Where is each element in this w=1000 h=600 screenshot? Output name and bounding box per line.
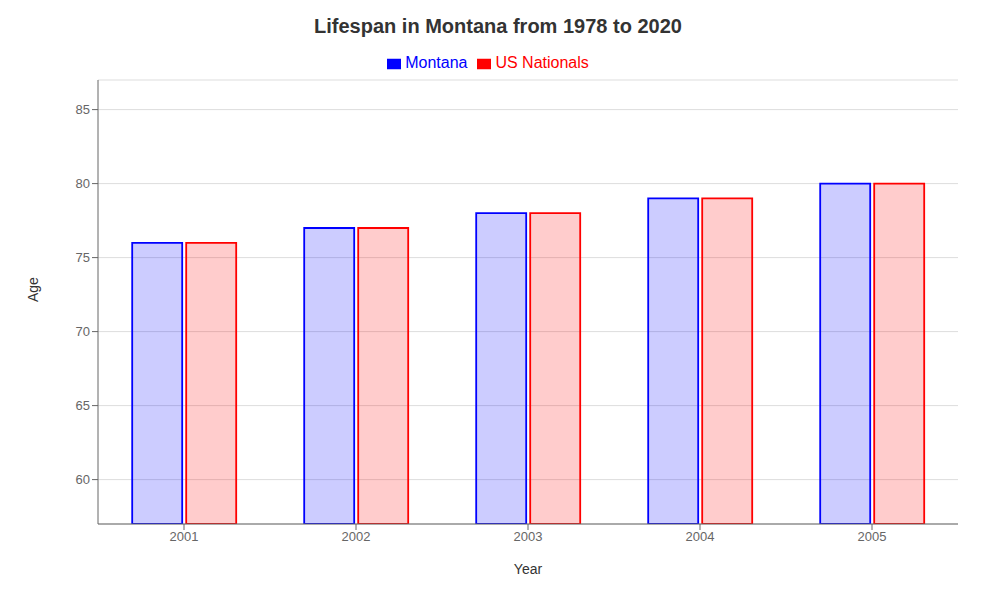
html-text:US Nationals: US Nationals [495,54,589,71]
svg-text:80: 80 [76,176,90,191]
svg-text:65: 65 [76,398,90,413]
svg-text:60: 60 [76,472,90,487]
svg-text:Year: Year [514,561,543,577]
svg-text:75: 75 [76,250,90,265]
html-text:Montana: Montana [405,54,468,71]
svg-text:2005: 2005 [858,529,887,544]
svg-text:70: 70 [76,324,90,339]
svg-text:2002: 2002 [342,529,371,544]
svg-text:85: 85 [76,102,90,117]
html-text:Lifespan in Montana from 1978: Lifespan in Montana from 1978 to 2020 [314,15,682,37]
svg-text:2004: 2004 [686,529,715,544]
svg-text:2003: 2003 [514,529,543,544]
svg-text:2001: 2001 [170,529,199,544]
svg-text:Age: Age [25,277,41,302]
